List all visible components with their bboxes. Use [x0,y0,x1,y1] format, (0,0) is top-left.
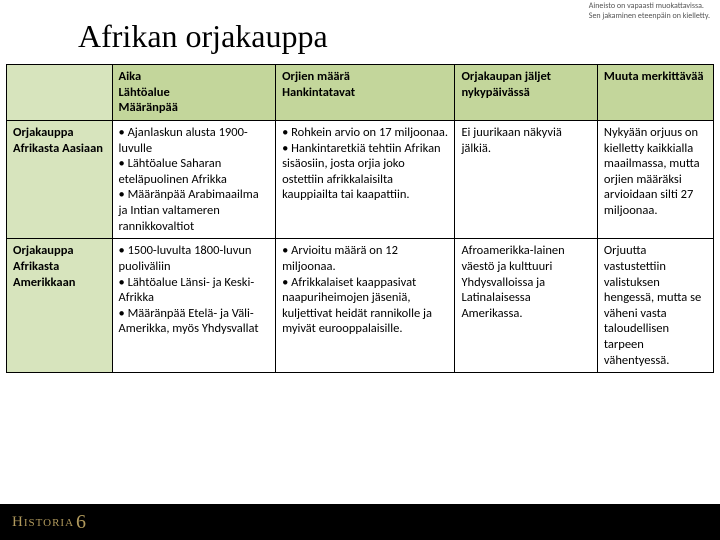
table-cell: • Rohkein arvio on 17 miljoonaa.• Hankin… [276,120,455,238]
table-header-row: AikaLähtöalueMääränpää Orjien määräHanki… [7,65,714,121]
row-label: Orjakauppa Afrikasta Amerikkaan [7,239,113,373]
footer-number: 6 [76,511,86,534]
row-label: Orjakauppa Afrikasta Aasiaan [7,120,113,238]
table-cell: • Ajanlaskun alusta 1900-luvulle• Lähtöa… [112,120,276,238]
table-cell: Afroamerikka-lainen väestö ja kulttuuri … [455,239,597,373]
header-cell-blank [7,65,113,121]
table-cell: Ei juurikaan näkyviä jälkiä. [455,120,597,238]
disclaimer-text: Aineisto on vapaasti muokattavissa. Sen … [589,2,710,21]
table-row: Orjakauppa Afrikasta Amerikkaan • 1500-l… [7,239,714,373]
footer-bar: Historia 6 [0,504,720,540]
table-cell: Nykyään orjuus on kielletty kaikkialla m… [597,120,713,238]
comparison-table: AikaLähtöalueMääränpää Orjien määräHanki… [6,64,714,373]
header-cell-3: Orjakaupan jäljet nykypäivässä [455,65,597,121]
header-cell-2: Orjien määräHankintatavat [276,65,455,121]
footer-brand: Historia [12,514,74,531]
table-row: Orjakauppa Afrikasta Aasiaan • Ajanlasku… [7,120,714,238]
header-cell-4: Muuta merkittävää [597,65,713,121]
table-cell: • 1500-luvulta 1800-luvun puoliväliin• L… [112,239,276,373]
header-cell-1: AikaLähtöalueMääränpää [112,65,276,121]
table-cell: • Arvioitu määrä on 12 miljoonaa.• Afrik… [276,239,455,373]
page-title: Afrikan orjakauppa [78,18,328,55]
disclaimer-line2: Sen jakaminen eteenpäin on kielletty. [589,12,710,22]
table-cell: Orjuutta vastustettiin valistuksen henge… [597,239,713,373]
